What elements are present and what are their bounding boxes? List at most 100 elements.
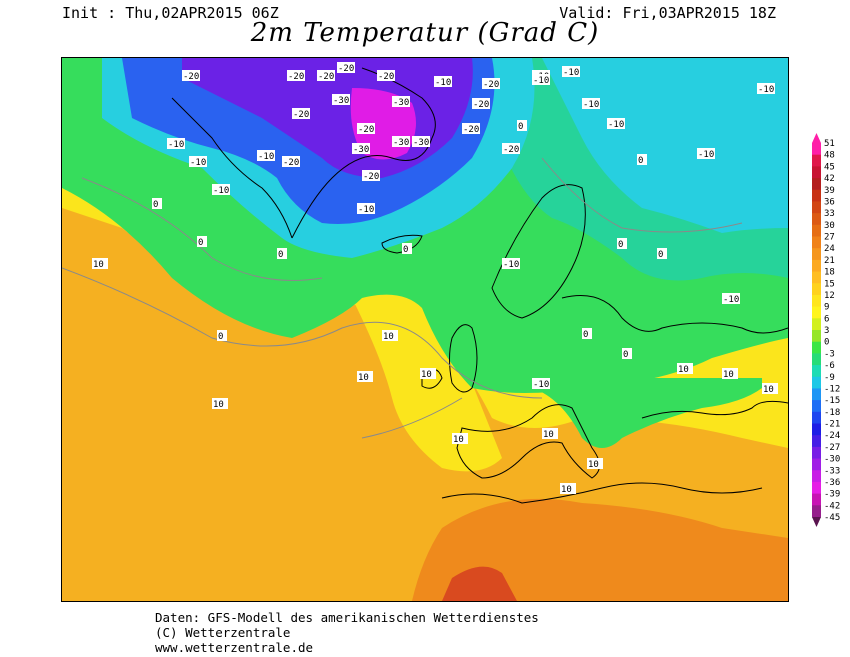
legend-tick-label: 21 <box>824 256 835 266</box>
website-link[interactable]: www.wetterzentrale.de <box>155 640 314 655</box>
svg-text:-10: -10 <box>583 100 599 110</box>
svg-text:-20: -20 <box>503 145 519 155</box>
svg-text:-10: -10 <box>435 78 451 88</box>
svg-text:-20: -20 <box>293 110 309 120</box>
legend-swatch <box>812 294 821 308</box>
legend-swatch <box>812 481 821 495</box>
svg-text:-10: -10 <box>563 68 579 78</box>
contour-label: 0 <box>277 248 287 260</box>
legend-tick-label: 6 <box>824 314 829 324</box>
contour-label: 10 <box>762 383 778 395</box>
contour-label: -10 <box>582 98 600 110</box>
legend-swatch <box>812 470 821 483</box>
legend-swatch <box>812 166 821 179</box>
init-time-label: Init : Thu,02APR2015 06Z <box>62 4 279 22</box>
svg-text:-20: -20 <box>318 72 334 82</box>
svg-text:-20: -20 <box>463 125 479 135</box>
contour-label: 10 <box>542 428 558 440</box>
svg-text:0: 0 <box>583 330 588 340</box>
legend-swatch <box>812 213 821 226</box>
legend-tick-label: -6 <box>824 361 835 371</box>
contour-label: 10 <box>357 371 373 383</box>
contour-label: 10 <box>92 258 108 270</box>
contour-label: 0 <box>197 236 207 248</box>
svg-text:-10: -10 <box>258 152 274 162</box>
legend-scale: 51484542393633302724211815129630-3-6-9-1… <box>812 133 840 527</box>
contour-label: 0 <box>217 330 227 342</box>
south-europe-green <box>532 378 762 448</box>
contour-label: -20 <box>337 62 355 74</box>
legend-swatch <box>812 505 821 518</box>
svg-text:-30: -30 <box>333 96 349 106</box>
contour-label: 10 <box>677 363 693 375</box>
svg-text:-30: -30 <box>413 138 429 148</box>
svg-text:-20: -20 <box>363 172 379 182</box>
svg-text:-10: -10 <box>503 260 519 270</box>
svg-text:-30: -30 <box>353 145 369 155</box>
legend-swatch <box>812 376 821 389</box>
contour-label: 0 <box>152 198 162 210</box>
svg-text:-10: -10 <box>533 380 549 390</box>
contour-label: -20 <box>472 98 490 110</box>
contour-label: -10 <box>189 156 207 168</box>
legend-tick-label: 33 <box>824 209 835 219</box>
svg-text:10: 10 <box>561 485 572 495</box>
contour-label: -10 <box>607 118 625 130</box>
legend-swatch <box>812 435 821 448</box>
legend-swatch <box>812 259 821 273</box>
legend-tick-label: -39 <box>824 490 840 500</box>
contour-label: -10 <box>757 83 775 95</box>
legend-tick-label: -9 <box>824 373 835 383</box>
contour-label: -10 <box>357 203 375 215</box>
svg-text:10: 10 <box>358 373 369 383</box>
svg-text:0: 0 <box>623 350 628 360</box>
svg-text:0: 0 <box>153 200 158 210</box>
contour-label: -20 <box>292 108 310 120</box>
contour-labels: -20 -20 -20 -20 -20 -20 -20 -20 -20 -20 … <box>92 62 778 495</box>
contour-label: -10 <box>167 138 185 150</box>
valid-time-label: Valid: Fri,03APR2015 18Z <box>559 4 776 22</box>
legend-tick-label: -21 <box>824 420 840 430</box>
temperature-map: -20 -20 -20 -20 -20 -20 -20 -20 -20 -20 … <box>61 57 789 602</box>
contour-label: 0 <box>582 328 592 340</box>
legend-swatch <box>812 271 821 284</box>
legend-swatch <box>812 458 821 471</box>
contour-label: 10 <box>560 483 576 495</box>
contour-label: -20 <box>357 123 375 135</box>
contour-label: -10 <box>434 76 452 88</box>
legend-swatch <box>812 283 821 296</box>
svg-text:10: 10 <box>588 460 599 470</box>
contour-label: -20 <box>482 78 500 90</box>
contour-label: -10 <box>212 184 230 196</box>
legend-tick-label: -15 <box>824 396 840 406</box>
legend-swatch <box>812 178 821 191</box>
contour-label: 0 <box>402 243 412 255</box>
legend-tick-label: 42 <box>824 174 835 184</box>
svg-text:-10: -10 <box>168 140 184 150</box>
legend-tick-label: -36 <box>824 478 840 488</box>
legend-swatch <box>812 400 821 413</box>
legend-tick-label: 30 <box>824 221 835 231</box>
contour-label: 10 <box>722 368 738 380</box>
contour-label: -20 <box>362 170 380 182</box>
cyan-region <box>542 58 788 233</box>
svg-text:-20: -20 <box>378 72 394 82</box>
legend-tick-label: 27 <box>824 233 835 243</box>
hot-region <box>412 498 788 601</box>
svg-text:10: 10 <box>678 365 689 375</box>
svg-text:-10: -10 <box>533 76 549 86</box>
legend-tick-label: 39 <box>824 186 835 196</box>
legend-swatch <box>812 248 821 261</box>
legend-swatch <box>812 224 821 237</box>
svg-text:0: 0 <box>278 250 283 260</box>
svg-text:-10: -10 <box>608 120 624 130</box>
copyright-note: (C) Wetterzentrale <box>155 625 291 640</box>
legend-arrow-bottom <box>812 517 821 527</box>
svg-text:-20: -20 <box>473 100 489 110</box>
legend-tick-label: 9 <box>824 303 829 313</box>
contour-label: -30 <box>392 136 410 148</box>
legend-swatch <box>812 318 821 331</box>
svg-text:-20: -20 <box>483 80 499 90</box>
svg-text:10: 10 <box>723 370 734 380</box>
coastlines <box>171 67 788 504</box>
